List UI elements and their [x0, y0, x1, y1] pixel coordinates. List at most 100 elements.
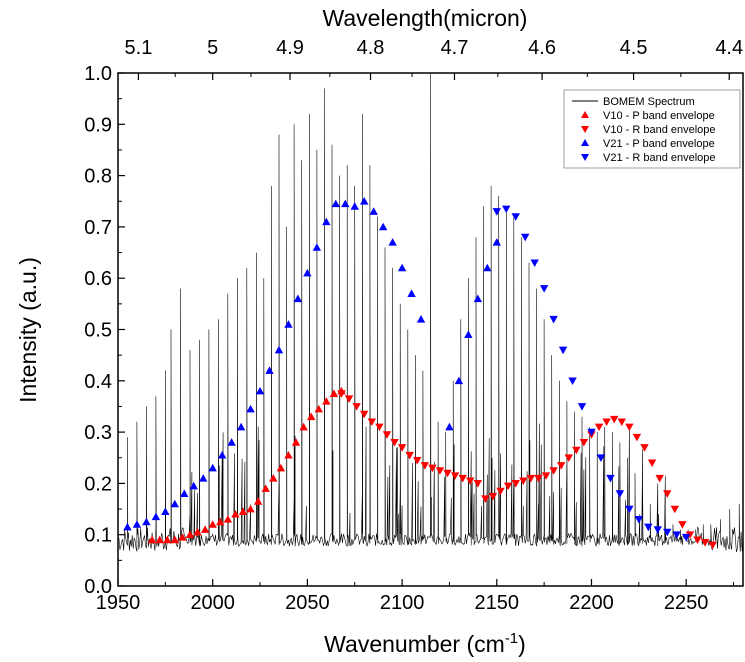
envelope-marker-3-2	[511, 213, 520, 221]
y-tick-label-1: 0.1	[84, 525, 112, 547]
envelope-marker-1-38	[625, 423, 634, 432]
envelope-marker-1-25	[526, 474, 536, 483]
envelope-marker-1-19	[481, 495, 490, 503]
legend-v10p-marker	[581, 111, 589, 118]
spectrum-line	[117, 72, 744, 553]
envelope-marker-3-9	[577, 403, 587, 411]
top-tick-label-1: 5	[207, 37, 218, 59]
envelope-marker-2-22	[331, 199, 341, 208]
y-tick-label-9: 0.9	[84, 114, 112, 136]
legend: BOMEM Spectrum V10 - P band envelope V10…	[563, 89, 741, 169]
envelope-marker-1-9	[405, 451, 414, 460]
envelope-marker-3-7	[558, 346, 568, 355]
envelope-marker-1-23	[511, 480, 520, 488]
envelope-marker-2-27	[378, 222, 388, 231]
envelope-marker-2-29	[397, 263, 407, 272]
envelope-marker-1-4	[367, 418, 376, 427]
envelope-marker-3-6	[549, 315, 558, 324]
top-tick-label-6: 4.5	[620, 37, 648, 59]
envelope-marker-1-29	[556, 462, 566, 470]
envelope-marker-2-34	[464, 330, 473, 338]
envelope-marker-3-18	[663, 528, 672, 537]
envelope-marker-2-2	[142, 517, 151, 526]
envelope-marker-0-19	[291, 438, 301, 446]
x-tick-label-2150: 2150	[475, 592, 520, 614]
envelope-marker-1-24	[519, 477, 528, 486]
envelope-marker-0-22	[314, 404, 323, 413]
envelope-marker-1-34	[594, 423, 604, 432]
envelope-marker-2-11	[227, 438, 236, 446]
envelope-marker-1-11	[420, 462, 430, 470]
top-tick-label-7: 4.4	[715, 37, 743, 59]
envelope-marker-2-8	[199, 474, 208, 482]
envelope-marker-1-6	[382, 431, 392, 439]
envelope-marker-1-16	[458, 474, 467, 483]
envelope-marker-2-23	[341, 199, 350, 208]
envelope-marker-0-3	[170, 535, 180, 544]
x-axis-title-suffix: )	[518, 631, 526, 657]
envelope-marker-1-47	[693, 536, 702, 545]
envelope-marker-2-30	[407, 289, 416, 297]
envelope-marker-0-0	[147, 535, 157, 544]
envelope-marker-3-15	[634, 515, 644, 524]
envelope-marker-1-2	[352, 403, 361, 411]
envelope-marker-0-7	[200, 525, 210, 533]
envelope-marker-3-8	[568, 377, 577, 385]
envelope-marker-1-35	[602, 418, 611, 427]
envelope-marker-3-4	[530, 259, 539, 268]
envelope-marker-2-13	[246, 404, 255, 413]
envelope-marker-1-36	[610, 415, 619, 424]
envelope-marker-1-27	[541, 472, 551, 480]
envelope-marker-2-17	[284, 320, 293, 328]
envelope-marker-2-12	[236, 422, 246, 431]
top-axis-title: Wavelength(micron)	[323, 5, 528, 31]
envelope-marker-0-21	[306, 412, 316, 421]
envelope-marker-1-43	[663, 490, 672, 498]
legend-v10p-label: V10 - P band envelope	[603, 110, 715, 122]
envelope-marker-2-9	[208, 463, 217, 472]
envelope-marker-0-8	[208, 520, 217, 528]
y-tick-label-7: 0.7	[84, 217, 112, 239]
envelope-marker-1-40	[640, 444, 649, 452]
y-tick-label-10: 1.0	[84, 63, 112, 85]
envelope-marker-1-22	[503, 482, 513, 491]
envelope-marker-1-37	[617, 418, 626, 427]
envelope-marker-2-16	[274, 345, 284, 354]
x-axis-title-superscript: -1	[505, 630, 518, 647]
top-tick-label-4: 4.7	[441, 37, 469, 59]
envelope-marker-0-23	[322, 397, 331, 405]
envelope-markers-layer	[123, 197, 717, 550]
envelope-marker-3-17	[653, 526, 662, 534]
envelope-marker-2-10	[217, 450, 227, 459]
envelope-marker-0-6	[193, 527, 202, 536]
envelope-marker-0-16	[269, 474, 278, 482]
envelope-marker-0-15	[261, 484, 270, 492]
envelope-marker-2-21	[322, 217, 331, 226]
envelope-marker-2-6	[180, 489, 189, 498]
envelope-marker-2-28	[388, 238, 397, 246]
envelope-marker-2-1	[132, 520, 142, 528]
y-axis-title: Intensity (a.u.)	[15, 257, 41, 403]
legend-v21r-label: V21 - R band envelope	[603, 152, 716, 164]
envelope-marker-1-17	[466, 477, 475, 486]
envelope-marker-2-3	[151, 512, 161, 521]
envelope-marker-0-17	[276, 463, 286, 472]
legend-box	[563, 89, 741, 169]
envelope-marker-2-20	[312, 243, 322, 251]
envelope-marker-2-7	[189, 481, 198, 490]
envelope-marker-3-0	[492, 208, 501, 216]
envelope-marker-0-2	[163, 535, 172, 544]
x-tick-label-2100: 2100	[380, 592, 425, 614]
y-tick-label-6: 0.6	[84, 268, 112, 290]
envelope-marker-2-32	[445, 422, 454, 431]
envelope-marker-2-4	[161, 507, 170, 515]
envelope-marker-2-18	[293, 294, 303, 303]
envelope-marker-3-3	[520, 233, 530, 242]
envelope-marker-0-5	[185, 530, 195, 539]
legend-v10r-marker	[581, 126, 589, 133]
envelope-marker-0-18	[284, 450, 293, 459]
top-tick-label-5: 4.6	[528, 37, 556, 59]
envelope-marker-3-12	[606, 474, 615, 483]
top-tick-label-3: 4.8	[357, 37, 385, 59]
legend-v21p-marker	[581, 139, 589, 146]
